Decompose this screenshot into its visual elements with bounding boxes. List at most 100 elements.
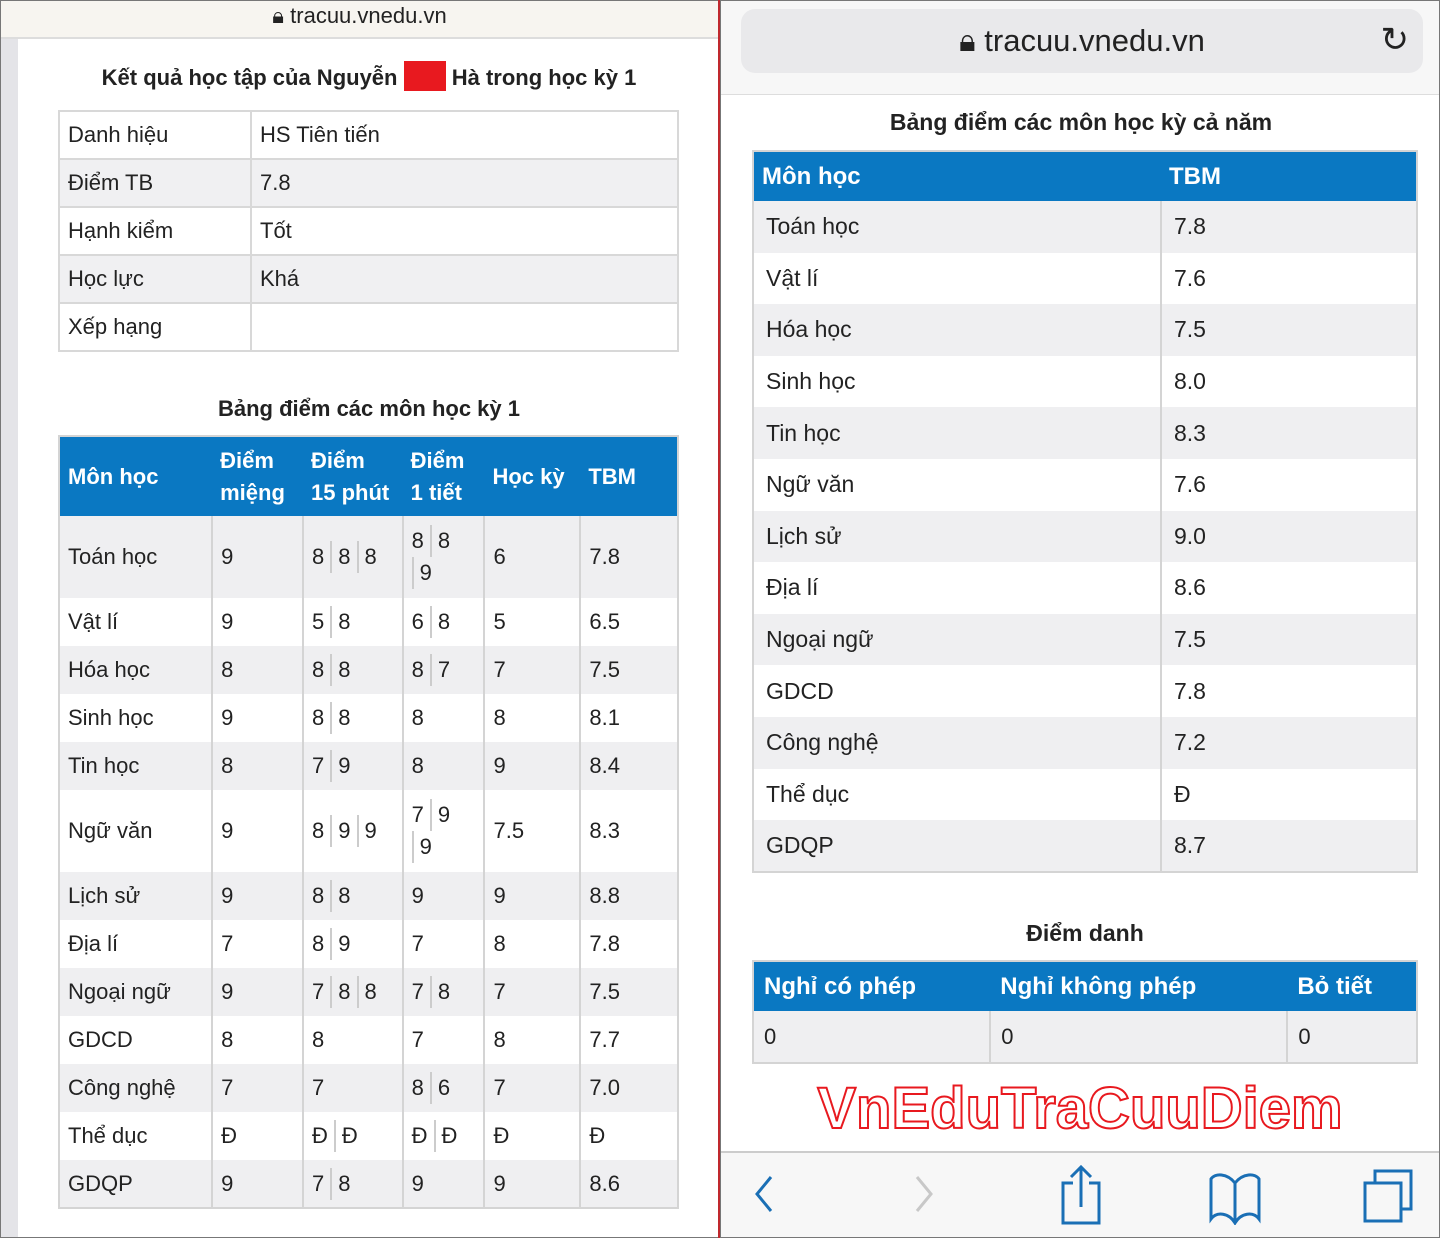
grade-cell: 8 xyxy=(211,1016,304,1064)
bookmarks-icon[interactable] xyxy=(1209,1169,1261,1225)
subject-name: Toán học xyxy=(57,516,214,598)
grade-cell: 9 xyxy=(483,872,582,920)
score: 8 xyxy=(411,1075,424,1100)
score: 7 xyxy=(221,1075,234,1100)
table-row: Thể dục Đ xyxy=(752,768,1418,821)
score: Đ xyxy=(411,1123,428,1148)
grade-cell: 8.1 xyxy=(579,694,679,742)
subject-name: GDCD xyxy=(57,1016,214,1064)
back-icon[interactable] xyxy=(749,1171,779,1217)
score: 9 xyxy=(330,750,356,782)
reload-icon[interactable]: ↻ xyxy=(1380,21,1410,59)
column-header: Điểm 1 tiết xyxy=(402,436,485,516)
score: 7 xyxy=(411,802,424,827)
divider xyxy=(718,0,720,1238)
grade-cell: 8.6 xyxy=(579,1160,679,1208)
score: 9 xyxy=(411,1170,424,1196)
table-row: Toán học 9 8 8 8 8 89 6 7.8 xyxy=(57,516,679,598)
subject-name: Vật lí xyxy=(57,598,214,646)
info-row: Hạnh kiểm Tốt xyxy=(58,206,679,256)
grade-cell: 9 xyxy=(211,790,304,872)
score: 9 xyxy=(221,818,234,843)
tabs-icon[interactable] xyxy=(1363,1169,1415,1225)
info-value: 7.8 xyxy=(250,158,679,208)
info-row: Học lực Khá xyxy=(58,254,679,304)
score: 7 xyxy=(429,654,456,686)
score: 9 xyxy=(221,544,234,569)
forward-icon[interactable] xyxy=(909,1171,939,1217)
subject-name: Vật lí xyxy=(752,252,1162,305)
grade-cell: 8.3 xyxy=(579,790,679,872)
score: 8 xyxy=(312,705,325,730)
score: 7 xyxy=(411,1027,424,1052)
score: 8 xyxy=(330,880,356,912)
table-row: Vật lí 7.6 xyxy=(752,252,1418,305)
info-row: Điểm TB 7.8 xyxy=(58,158,679,208)
info-row: Xếp hạng xyxy=(58,302,679,352)
score: 7 xyxy=(312,753,325,778)
tbm-value: 7.6 xyxy=(1160,458,1418,511)
subject-name: Công nghệ xyxy=(57,1064,214,1112)
summary-table: Danh hiệu HS Tiên tiến Điểm TB 7.8 Hạnh kiểm… xyxy=(58,110,679,352)
score: 9 xyxy=(221,1170,234,1196)
column-header: Học kỳ xyxy=(484,436,581,516)
table-row: Tin học 8 7 9 8 9 8.4 xyxy=(57,742,679,790)
info-label: Học lực xyxy=(58,254,252,304)
subject-name: Sinh học xyxy=(752,355,1162,408)
subject-name: Địa lí xyxy=(752,562,1162,614)
score: 8 xyxy=(330,1167,356,1200)
grade-cell: 5 xyxy=(483,598,582,646)
attendance-title: Điểm danh xyxy=(1026,920,1144,946)
grade-cell: 8 89 xyxy=(401,516,486,598)
score: 9 xyxy=(221,609,234,634)
score: Đ xyxy=(312,1123,328,1148)
grade-cell: Đ xyxy=(483,1112,582,1160)
subject-name: Tin học xyxy=(57,742,214,790)
tbm-value: 7.8 xyxy=(1160,665,1418,717)
table-row: Hóa học 7.5 xyxy=(752,304,1418,356)
grade-cell: 8 xyxy=(483,920,582,968)
table-row: Toán học 7.8 xyxy=(752,201,1418,253)
grade-cell: 9 xyxy=(211,1160,304,1208)
score: 8 xyxy=(312,931,325,956)
score: 8 xyxy=(312,883,325,908)
address-bar[interactable]: 🔒︎ tracuu.vnedu.vn ↻ xyxy=(741,9,1423,73)
score: 8 xyxy=(221,753,234,778)
grade-cell: 7.8 xyxy=(579,516,679,598)
grade-cell: 9 xyxy=(211,598,304,646)
table-row: GDCD 7.8 xyxy=(752,665,1418,717)
score: 9 xyxy=(411,883,424,908)
header-row: Môn học TBM xyxy=(753,151,1417,201)
tbm-value: 8.7 xyxy=(1160,820,1418,872)
score: 8 xyxy=(312,1027,325,1052)
grade-cell: 9 xyxy=(211,694,304,742)
address-bar[interactable]: 🔒︎ tracuu.vnedu.vn xyxy=(1,1,718,39)
table-row: Công nghệ 7 7 8 6 7 7.0 xyxy=(57,1064,679,1112)
right-screenshot: 🔒︎ tracuu.vnedu.vn ↻ Bảng điểm các môn họ… xyxy=(720,0,1440,1238)
table-row: Thể dục Đ Đ Đ Đ Đ Đ Đ xyxy=(57,1112,679,1160)
grade-cell: 7 xyxy=(401,1016,486,1064)
tbm-value: Đ xyxy=(1160,768,1418,821)
share-icon[interactable] xyxy=(1059,1163,1103,1225)
info-label: Danh hiệu xyxy=(58,110,252,160)
subject-name: Ngữ văn xyxy=(57,790,214,872)
subject-name: Tin học xyxy=(752,407,1162,459)
tbm-value: 7.5 xyxy=(1160,304,1418,356)
grade-cell: 8 xyxy=(401,742,486,790)
table-row: Ngoại ngữ 9 7 8 8 7 8 7 7.5 xyxy=(57,968,679,1016)
score: 8 xyxy=(312,657,325,682)
grade-cell: 7.7 xyxy=(579,1016,679,1064)
grades-title: Bảng điểm các môn học kỳ 1 xyxy=(218,396,520,421)
url-text: tracuu.vnedu.vn xyxy=(984,23,1205,58)
table-row: GDCD 8 8 7 8 7.7 xyxy=(57,1016,679,1064)
score: 8 xyxy=(429,976,456,1008)
score: 8 xyxy=(330,654,356,686)
score: 7 xyxy=(312,1075,325,1100)
